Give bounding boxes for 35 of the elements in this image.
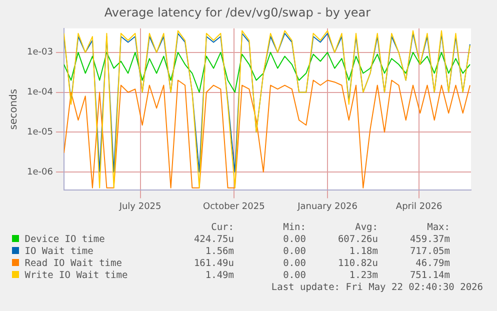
- text: Max:: [426, 222, 450, 234]
- y-axis-title: seconds: [8, 88, 20, 130]
- text: 459.37m: [408, 234, 450, 246]
- text: 0.00: [282, 258, 306, 270]
- x-tick-label: July 2025: [118, 202, 162, 212]
- text: 1.49m: [204, 270, 234, 282]
- text: 1.23m: [348, 270, 378, 282]
- legend-label: IO Wait time: [24, 246, 94, 258]
- text: Cur:: [210, 222, 234, 234]
- text: 424.75u: [192, 234, 234, 246]
- y-tick-label: 1e-06: [26, 167, 54, 178]
- chart-title: Average latency for /dev/vg0/swap - by year: [104, 5, 371, 20]
- text: Min:: [282, 222, 306, 234]
- text: 0.00: [282, 270, 306, 282]
- legend-label: Read IO Wait time: [24, 258, 123, 270]
- text: 161.49u: [192, 258, 234, 270]
- text: 751.14m: [408, 270, 450, 282]
- legend-label: Write IO Wait time: [24, 270, 129, 282]
- text: 607.26u: [336, 234, 378, 246]
- legend-label: Device IO time: [24, 234, 106, 246]
- y-tick-label: 1e-04: [26, 88, 54, 98]
- x-tick-label: April 2026: [396, 202, 443, 212]
- text: 0.00: [282, 246, 306, 258]
- y-tick-label: 1e-03: [26, 48, 53, 58]
- x-tick-label: January 2026: [296, 202, 358, 212]
- text: 110.82u: [336, 258, 378, 270]
- x-tick-label: October 2025: [203, 202, 265, 212]
- text: 1.18m: [348, 246, 378, 258]
- text: 46.79m: [414, 258, 450, 270]
- text: Avg:: [354, 222, 378, 234]
- y-tick-label: 1e-05: [26, 127, 53, 138]
- text: 0.00: [282, 234, 306, 246]
- text: 717.05m: [408, 246, 450, 258]
- text: Last update: Fri May 22 02:40:30 2026: [271, 282, 483, 293]
- text: 1.56m: [204, 246, 234, 258]
